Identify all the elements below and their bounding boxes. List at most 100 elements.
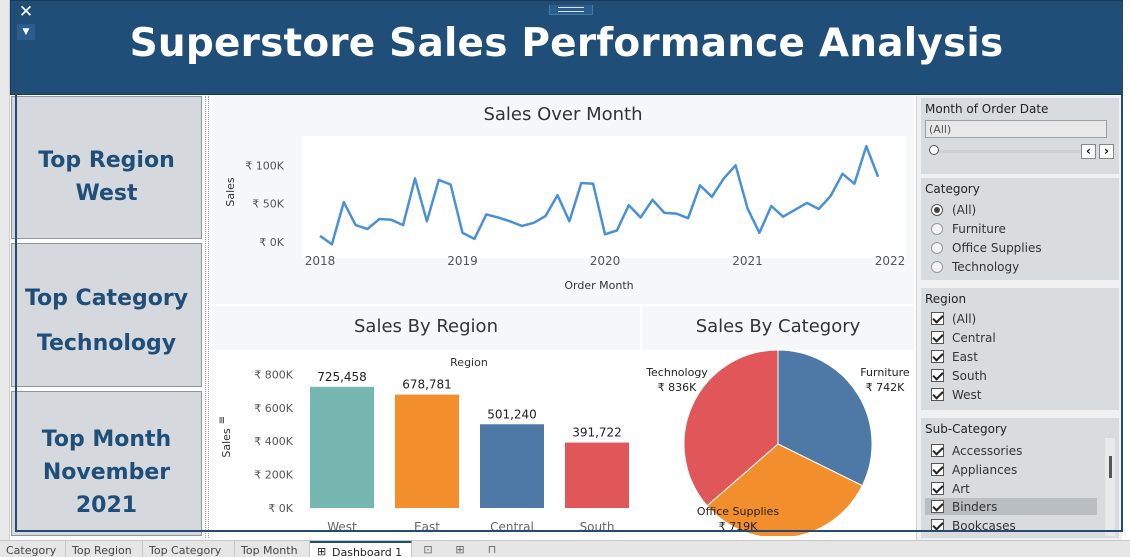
subcategory-option-accessories[interactable]: Accessories bbox=[931, 442, 1022, 459]
x-tick-label: 2020 bbox=[590, 254, 621, 268]
option-label: West bbox=[952, 387, 982, 402]
close-icon[interactable]: ✕ bbox=[18, 2, 34, 22]
y-tick-label: ₹ 200K bbox=[254, 469, 293, 482]
drag-handle-icon[interactable] bbox=[549, 3, 593, 15]
bar-central bbox=[480, 424, 544, 508]
pie-slice-technology bbox=[683, 350, 779, 507]
y-axis-label: Sales bbox=[224, 177, 237, 207]
subcategory-option-bookcases[interactable]: Bookcases bbox=[931, 517, 1016, 534]
month-filter: Month of Order Date (All) ‹ › bbox=[921, 98, 1119, 174]
subcategory-option-appliances[interactable]: Appliances bbox=[931, 461, 1017, 478]
sheet-tabs: Category Top Region Top Category Top Mon… bbox=[0, 540, 1130, 557]
tab-top-category[interactable]: Top Category bbox=[143, 541, 235, 557]
y-tick-label: ₹ 800K bbox=[254, 368, 293, 381]
sales-line bbox=[319, 144, 880, 246]
region-filter: Region (All) Central East South West bbox=[921, 288, 1119, 410]
new-dashboard-icon[interactable]: ⊞ bbox=[455, 543, 465, 556]
checkbox-icon bbox=[931, 388, 944, 401]
option-label: South bbox=[952, 368, 987, 383]
month-filter-value[interactable]: (All) bbox=[925, 120, 1107, 138]
tab-top-region[interactable]: Top Region bbox=[66, 541, 143, 557]
plot-area bbox=[302, 136, 906, 258]
month-next-button[interactable]: › bbox=[1099, 144, 1114, 159]
line-chart[interactable]: ₹ 0K ₹ 50K ₹ 100K 2018 2019 2020 2021 2022 Order… bbox=[212, 136, 914, 304]
bar-value-label: 501,240 bbox=[487, 407, 537, 421]
category-option-technology[interactable]: Technology bbox=[931, 258, 1019, 275]
month-filter-title: Month of Order Date bbox=[925, 102, 1049, 116]
sales-by-region-panel: Sales By Region Region ₹ 0K ₹ 200K ₹ 400K ₹ … bbox=[212, 306, 640, 536]
subcategory-scroll-thumb[interactable] bbox=[1109, 456, 1112, 478]
pie-chart[interactable]: Furniture ₹ 742K Office Supplies ₹ 719K Tech… bbox=[642, 350, 914, 536]
panel-divider[interactable] bbox=[205, 96, 209, 538]
category-filter: Category (All) Furniture Office Supplies… bbox=[921, 178, 1119, 280]
subcategory-scrollbar[interactable] bbox=[1105, 438, 1115, 536]
dashboard-grid-icon: ⊞ bbox=[317, 545, 327, 557]
radio-icon bbox=[931, 241, 943, 254]
sales-by-category-panel: Sales By Category Furniture ₹ 742K Office … bbox=[642, 306, 914, 536]
dashboard-header: ✕ ▼ Superstore Sales Performance Analysi… bbox=[10, 0, 1123, 95]
pie-label-technology: Technology bbox=[645, 366, 708, 379]
region-option-all[interactable]: (All) bbox=[931, 310, 976, 327]
subcategory-option-binders[interactable]: Binders bbox=[925, 498, 1097, 515]
checkbox-icon bbox=[931, 350, 944, 363]
category-option-office-supplies[interactable]: Office Supplies bbox=[931, 239, 1042, 256]
checkbox-icon bbox=[931, 482, 944, 495]
checkbox-icon bbox=[931, 463, 944, 476]
bar-value-label: 678,781 bbox=[402, 378, 452, 392]
month-slider-handle[interactable] bbox=[929, 145, 939, 155]
kpi-top-month[interactable]: Top Month November 2021 bbox=[11, 391, 202, 536]
option-label: Office Supplies bbox=[952, 240, 1042, 255]
legend-title: Region bbox=[450, 356, 488, 369]
pie-value-furniture: ₹ 742K bbox=[866, 381, 905, 394]
option-label: Furniture bbox=[952, 221, 1006, 236]
sort-icon: ≡ bbox=[217, 416, 228, 424]
tab-dashboard-1[interactable]: ⊞ Dashboard 1 bbox=[310, 541, 412, 557]
month-prev-button[interactable]: ‹ bbox=[1081, 144, 1096, 159]
y-tick-label: ₹ 50K bbox=[252, 198, 284, 211]
x-tick-label: 2019 bbox=[447, 254, 478, 268]
option-label: Art bbox=[952, 481, 970, 496]
kpi-top-region-label: Top Region bbox=[38, 148, 175, 173]
bar-east bbox=[395, 394, 459, 508]
y-tick-label: ₹ 400K bbox=[254, 435, 293, 448]
region-option-central[interactable]: Central bbox=[931, 329, 996, 346]
kpi-top-category-label: Top Category bbox=[24, 286, 189, 311]
region-option-west[interactable]: West bbox=[931, 386, 982, 403]
subcategory-filter: Sub-Category Accessories Appliances Art … bbox=[921, 418, 1119, 538]
bar-value-label: 725,458 bbox=[317, 370, 367, 384]
pie-value-technology: ₹ 836K bbox=[658, 381, 697, 394]
x-tick-label: 2022 bbox=[875, 254, 906, 268]
new-worksheet-icon[interactable]: ⊡ bbox=[423, 543, 433, 556]
kpi-top-category[interactable]: Top Category Technology bbox=[11, 243, 202, 387]
month-slider-track[interactable] bbox=[933, 150, 1081, 153]
pie-chart-title: Sales By Category bbox=[695, 316, 861, 337]
category-option-all[interactable]: (All) bbox=[931, 201, 976, 218]
subcategory-option-art[interactable]: Art bbox=[931, 480, 970, 497]
tab-top-month[interactable]: Top Month bbox=[235, 541, 310, 557]
region-option-south[interactable]: South bbox=[931, 367, 987, 384]
x-tick-label: 2021 bbox=[732, 254, 763, 268]
y-tick-label: ₹ 0K bbox=[268, 502, 293, 515]
y-tick-label: ₹ 100K bbox=[245, 159, 284, 172]
pie-value-office-supplies: ₹ 719K bbox=[719, 520, 758, 533]
option-label: Bookcases bbox=[952, 518, 1016, 533]
category-filter-title: Category bbox=[925, 182, 980, 196]
kpi-top-region[interactable]: Top Region West bbox=[11, 96, 202, 239]
radio-icon bbox=[931, 203, 943, 216]
x-tick-label: Central bbox=[490, 520, 534, 534]
pie-slice-office-supplies bbox=[706, 443, 863, 536]
new-story-icon[interactable]: ⊓ bbox=[487, 543, 497, 556]
kpi-top-month-year: 2021 bbox=[75, 493, 138, 518]
bar-chart[interactable]: Region ₹ 0K ₹ 200K ₹ 400K ₹ 600K ₹ 800K Sales ≡… bbox=[212, 350, 640, 536]
chevron-down-icon[interactable]: ▼ bbox=[17, 24, 35, 40]
x-tick-label: East bbox=[414, 520, 440, 534]
x-tick-label: South bbox=[580, 520, 615, 534]
option-label: Technology bbox=[952, 259, 1020, 274]
option-label: Accessories bbox=[952, 443, 1023, 458]
bar-south bbox=[565, 442, 629, 508]
region-option-east[interactable]: East bbox=[931, 348, 978, 365]
kpi-top-category-value: Technology bbox=[36, 331, 177, 356]
y-tick-label: ₹ 600K bbox=[254, 402, 293, 415]
tab-category[interactable]: Category bbox=[0, 541, 66, 557]
category-option-furniture[interactable]: Furniture bbox=[931, 220, 1006, 237]
